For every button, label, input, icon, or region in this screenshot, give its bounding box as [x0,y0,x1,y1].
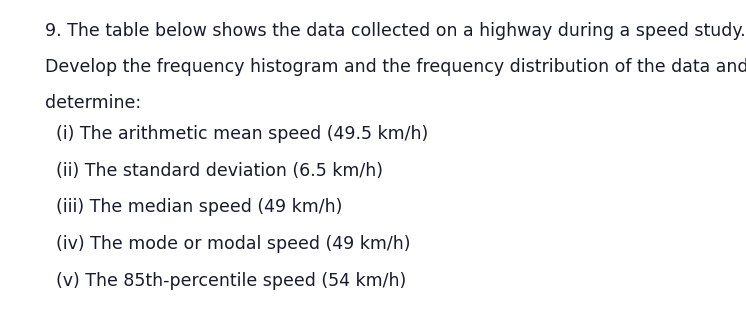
Text: determine:: determine: [45,94,141,112]
Text: (ii) The standard deviation (6.5 km/h): (ii) The standard deviation (6.5 km/h) [56,162,383,180]
Text: (iii) The median speed (49 km/h): (iii) The median speed (49 km/h) [56,198,342,217]
Text: Develop the frequency histogram and the frequency distribution of the data and: Develop the frequency histogram and the … [45,58,746,76]
Text: (iv) The mode or modal speed (49 km/h): (iv) The mode or modal speed (49 km/h) [56,235,410,253]
Text: (v) The 85th-percentile speed (54 km/h): (v) The 85th-percentile speed (54 km/h) [56,272,407,290]
Text: (i) The arithmetic mean speed (49.5 km/h): (i) The arithmetic mean speed (49.5 km/h… [56,125,428,143]
Text: 9. The table below shows the data collected on a highway during a speed study.: 9. The table below shows the data collec… [45,22,745,40]
